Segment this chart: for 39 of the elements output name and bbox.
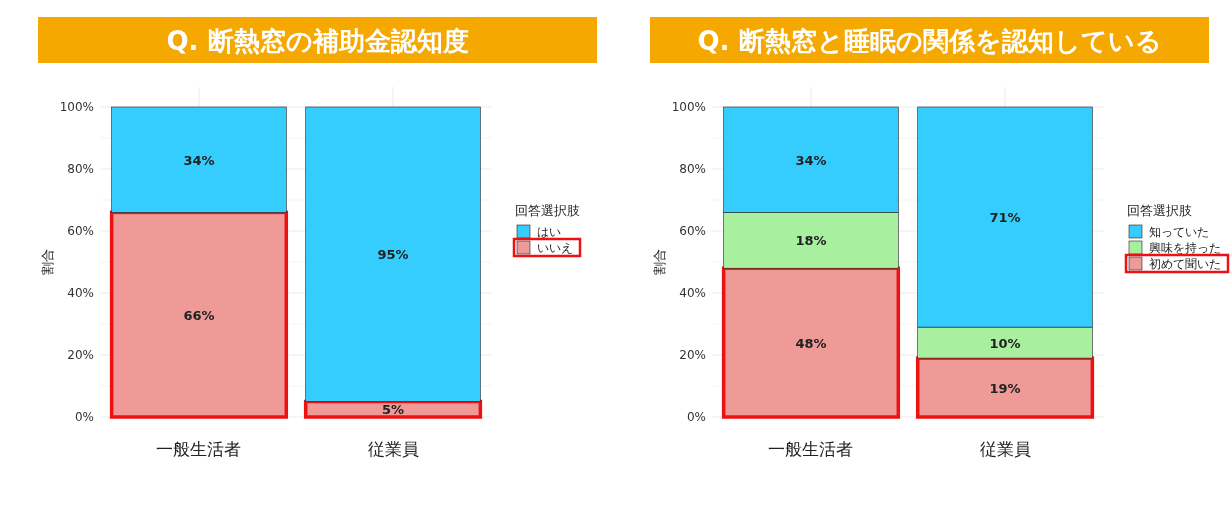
data-label: 34% — [795, 152, 827, 168]
bar — [305, 106, 481, 402]
y-tick-label: 80% — [67, 162, 94, 176]
data-label: 5% — [381, 402, 405, 418]
y-tick-label: 0% — [74, 410, 94, 424]
y-tick-label: 80% — [679, 162, 706, 176]
x-tick-label: 従業員 — [367, 439, 419, 459]
chart-title: Q. 断熱窓の補助金認知度 — [166, 26, 469, 56]
x-tick-label: 一般生活者 — [768, 439, 854, 459]
y-tick-label: 40% — [679, 286, 706, 300]
data-label: 71% — [989, 210, 1021, 226]
y-tick-label: 20% — [67, 348, 94, 362]
y-tick-label: 40% — [67, 286, 94, 300]
legend-title: 回答選択肢 — [1127, 203, 1192, 218]
bar — [111, 106, 287, 213]
y-axis-title: 割合 — [40, 249, 55, 275]
y-tick-label: 100% — [59, 100, 94, 114]
data-label: 18% — [795, 233, 827, 249]
data-label: 34% — [183, 152, 215, 168]
x-tick-label: 従業員 — [979, 439, 1031, 459]
y-axis-title: 割合 — [652, 249, 667, 275]
legend-label: 初めて聞いた — [1149, 257, 1221, 271]
x-tick-label: 一般生活者 — [156, 439, 242, 459]
data-label: 19% — [989, 380, 1021, 396]
data-label: 66% — [183, 307, 215, 323]
legend-label: 興味を持った — [1149, 241, 1221, 255]
y-tick-label: 60% — [679, 224, 706, 238]
y-tick-label: 100% — [671, 100, 706, 114]
legend-label: 知っていた — [1149, 225, 1209, 239]
chart-title: Q. 断熱窓と睡眠の関係を認知している — [697, 26, 1162, 56]
legend-label: いいえ — [537, 241, 573, 255]
data-label: 48% — [795, 335, 827, 351]
data-label: 10% — [989, 335, 1021, 351]
y-tick-label: 0% — [686, 410, 706, 424]
y-tick-label: 20% — [679, 348, 706, 362]
legend-title: 回答選択肢 — [515, 203, 580, 218]
data-label: 95% — [377, 247, 409, 263]
y-tick-label: 60% — [67, 224, 94, 238]
legend-label: はい — [537, 225, 561, 239]
